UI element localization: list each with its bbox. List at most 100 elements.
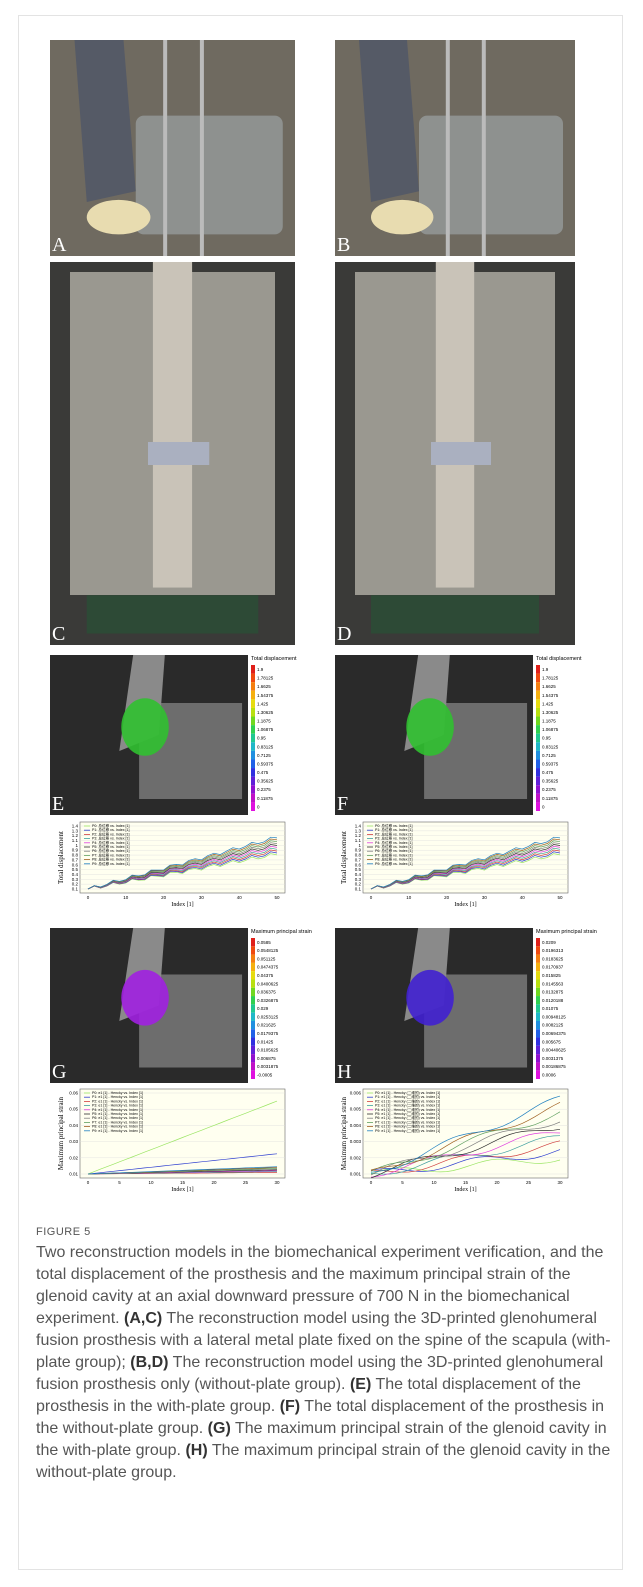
y-tick-label: 0.06 [69,1091,78,1096]
colorbar-cell [536,1071,540,1079]
colorbar-label: 0.95 [257,736,266,741]
colorbar-cell [536,1046,540,1054]
colorbar-cell [251,802,255,811]
x-tick-label: 30 [482,895,488,900]
x-tick-label: 5 [401,1180,404,1185]
colorbar-label: 0.0031375 [542,1056,564,1061]
panel-letter: D [337,623,351,645]
colorbar-cell [536,717,540,726]
colorbar-label: 0.0209 [542,940,556,945]
colorbar-label: 0.00694375 [542,1031,566,1036]
colorbar-label: 1.425 [542,701,554,706]
colorbar-label: 0.475 [257,770,269,775]
y-tick-label: 0.004 [350,1123,362,1128]
colorbar-label: 0.0474375 [257,965,279,970]
y-tick-label: 0.1 [355,887,362,892]
colorbar-cell [536,785,540,794]
colorbar-cell [251,971,255,979]
colorbar-label: 0.04375 [257,973,274,978]
x-tick-label: 25 [526,1180,532,1185]
colorbar-label: 1.30625 [542,710,559,715]
platform [371,595,539,633]
colorbar-cell [251,691,255,700]
colorbar-cell [536,665,540,674]
colorbar-cell [251,785,255,794]
colorbar-cell [251,979,255,987]
x-tick-label: 30 [274,1180,280,1185]
colorbar-cell [251,946,255,954]
colorbar-cell [251,955,255,963]
y-tick-label: 0.1 [72,887,79,892]
colorbar-label: 1.30625 [257,710,274,715]
colorbar-label: 1.78125 [257,676,274,681]
page: ABCDTotal displacement1.91.781251.66251.… [0,0,643,1587]
x-axis-label: Index [1] [454,902,476,908]
x-axis-label: Index [1] [171,902,193,908]
colorbar-cell [536,971,540,979]
y-axis-label: Maximum principal strain [340,1096,348,1170]
caption-ref: (F) [280,1398,300,1415]
strain-field [406,698,454,756]
colorbar-label: 0.00186875 [542,1064,566,1069]
panel-letter: G [52,1061,66,1083]
colorbar-label: 0.00440625 [542,1048,566,1053]
colorbar-cell [536,759,540,768]
colorbar-label: 0.0145563 [542,981,564,986]
colorbar-cell [251,759,255,768]
colorbar-cell [251,1013,255,1021]
colorbar-cell [536,699,540,708]
colorbar-cell [536,1029,540,1037]
colorbar-cell [251,963,255,971]
y-axis-label: Total displacement [340,831,348,884]
panel-letter: H [337,1061,351,1083]
x-tick-label: 50 [274,895,280,900]
colorbar-cell [251,665,255,674]
colorbar-cell [251,1029,255,1037]
colorbar-label: 1.06875 [257,727,274,732]
x-tick-label: 15 [180,1180,186,1185]
x-tick-label: 40 [520,895,526,900]
colorbar-label: 0.11875 [542,796,558,801]
x-tick-label: 0 [370,895,373,900]
colorbar-cell [251,725,255,734]
colorbar-cell [536,691,540,700]
colorbar-cell [251,1004,255,1012]
metal-block [419,116,563,235]
colorbar-label: 0.2375 [542,787,556,792]
x-tick-label: 15 [463,1180,469,1185]
colorbar-title: Maximum principal strain [536,929,597,935]
x-tick-label: 10 [123,895,129,900]
colorbar-cell [536,963,540,971]
machine-column [153,262,192,588]
colorbar-cell [536,708,540,717]
x-tick-label: 10 [431,1180,437,1185]
colorbar-label: 1.06875 [542,727,559,732]
colorbar-cell [536,979,540,987]
x-tick-label: 0 [370,1180,373,1185]
colorbar-cell [251,717,255,726]
colorbar-label: 0.00948125 [542,1014,566,1019]
colorbar-cell [536,1021,540,1029]
colorbar-label: 0.0120188 [542,998,564,1003]
colorbar-label: 1.9 [257,667,264,672]
colorbar-label: 0.015825 [542,973,561,978]
colorbar-cell [251,1054,255,1062]
colorbar-label: 0.0105625 [257,1048,279,1053]
colorbar-cell [536,674,540,683]
colorbar-label: 0.0170937 [542,965,564,970]
colorbar-label: 1.9 [542,667,549,672]
colorbar-cell [536,1038,540,1046]
y-tick-label: 0.002 [350,1155,362,1160]
colorbar-label: 0.0082125 [542,1023,564,1028]
colorbar-cell [536,946,540,954]
caption: FIGURE 5 Two reconstruction models in th… [36,1226,616,1484]
colorbar-cell [251,751,255,760]
platform [87,595,259,633]
colorbar-cell [536,1062,540,1070]
y-tick-label: 0.05 [69,1107,78,1112]
panel-letter: B [337,234,350,256]
y-axis-label: Total displacement [57,831,65,884]
y-tick-label: 0.02 [69,1155,78,1160]
colorbar-label: 1.54375 [542,693,559,698]
